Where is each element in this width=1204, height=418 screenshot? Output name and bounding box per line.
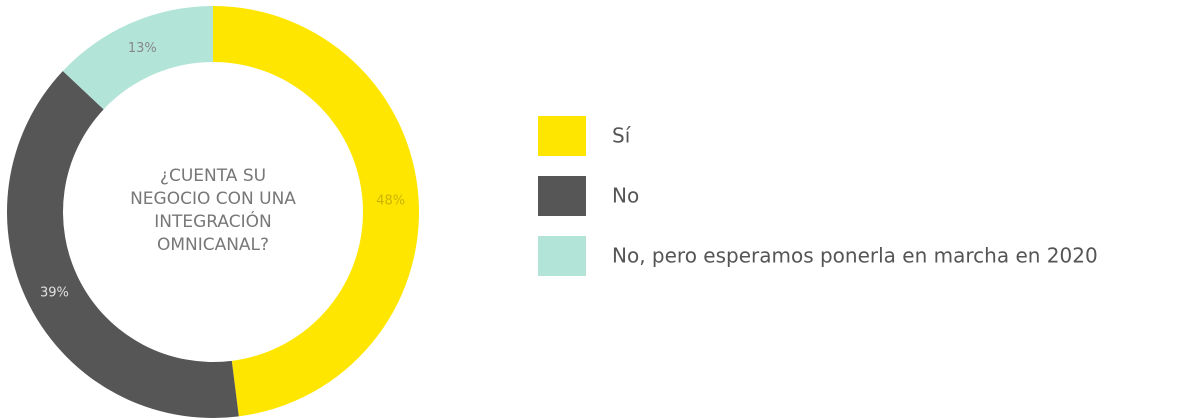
donut-slice bbox=[62, 6, 214, 110]
chart-title: ¿CUENTA SU NEGOCIO CON UNA INTEGRACIÓN O… bbox=[130, 166, 296, 255]
donut-slice bbox=[213, 5, 420, 417]
slice-label: 39% bbox=[40, 285, 69, 300]
legend-label: No, pero esperamos ponerla en marcha en … bbox=[612, 244, 1098, 268]
donut-slice bbox=[7, 70, 239, 418]
slice-label: 13% bbox=[128, 41, 157, 56]
slice-label: 48% bbox=[376, 193, 405, 208]
legend-swatch bbox=[538, 116, 586, 156]
legend-label: Sí bbox=[612, 124, 632, 148]
legend-label: No bbox=[612, 184, 639, 208]
legend-swatch bbox=[538, 236, 586, 276]
legend-swatch bbox=[538, 176, 586, 216]
